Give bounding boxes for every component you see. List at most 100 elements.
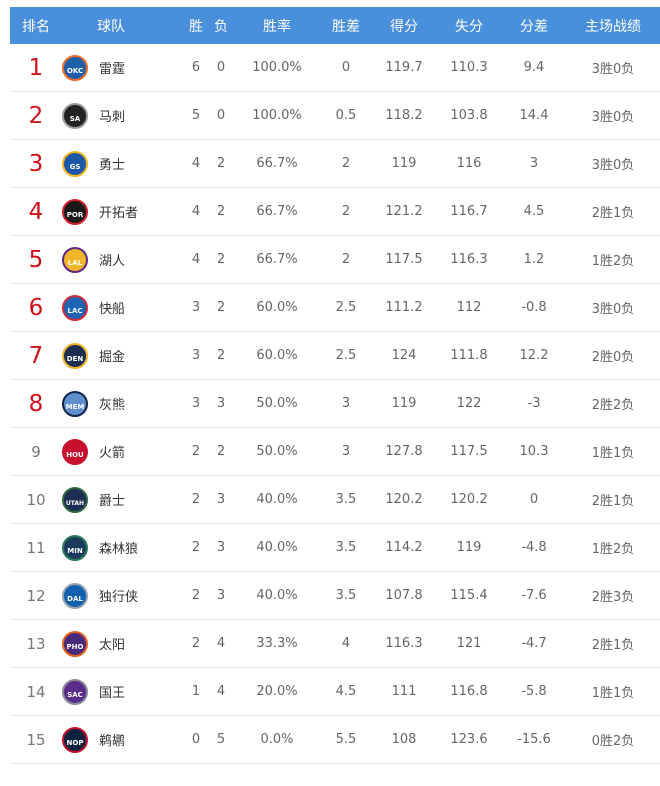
points-for-cell: 108	[391, 732, 417, 747]
team-name[interactable]: 开拓者	[99, 206, 139, 221]
wins-cell: 3	[191, 348, 201, 363]
wins-cell: 5	[191, 108, 201, 123]
team-logo-icon: DAL	[62, 582, 88, 609]
home-record-cell: 1胜2负	[591, 254, 635, 269]
table-row[interactable]: 10 2 3 40.0% 3.5 120.2 120.2 0 2胜1负 UTAH 爵士	[10, 476, 660, 524]
table-row[interactable]: 5 4 2 66.7% 2 117.5 116.3 1.2 1胜2负 LAL 湖人	[10, 236, 660, 284]
team-logo-icon: LAC	[62, 294, 88, 321]
points-against-cell: 112	[456, 300, 482, 315]
losses-cell: 0	[216, 108, 226, 123]
team-logo: UTAH	[62, 476, 88, 523]
table-row[interactable]: 9 2 2 50.0% 3 127.8 117.5 10.3 1胜1负 HOU 火箭	[10, 428, 660, 476]
points-for-cell: 127.8	[385, 444, 423, 459]
win-pct-cell: 100.0%	[252, 60, 302, 75]
home-record-cell: 3胜0负	[591, 158, 635, 173]
win-pct-cell: 33.3%	[256, 636, 298, 651]
home-record-cell: 3胜0负	[591, 302, 635, 317]
points-against-cell: 121	[456, 636, 482, 651]
diff-cell: 3	[529, 156, 539, 171]
table-row[interactable]: 14 1 4 20.0% 4.5 111 116.8 -5.8 1胜1负 SAC 国王	[10, 668, 660, 716]
home-record-cell: 3胜0负	[591, 62, 635, 77]
table-row[interactable]: 15 0 5 0.0% 5.5 108 123.6 -15.6 0胜2负 NOP 鹈鹕	[10, 716, 660, 764]
home-record-cell: 0胜2负	[591, 734, 635, 749]
team-logo: NOP	[62, 716, 88, 763]
points-for-cell: 116.3	[385, 636, 423, 651]
diff-cell: -7.6	[521, 588, 547, 603]
team-name[interactable]: 雷霆	[99, 62, 126, 77]
team-name[interactable]: 马刺	[99, 110, 126, 125]
games-behind-cell: 3	[341, 396, 351, 411]
win-pct-cell: 0.0%	[260, 732, 294, 747]
losses-cell: 4	[216, 684, 226, 699]
games-behind-cell: 2.5	[335, 300, 357, 315]
games-behind-cell: 4	[341, 636, 351, 651]
win-pct-cell: 60.0%	[256, 348, 298, 363]
team-name[interactable]: 火箭	[99, 446, 126, 461]
points-against-cell: 103.8	[450, 108, 488, 123]
losses-cell: 5	[216, 732, 226, 747]
team-name[interactable]: 森林狼	[99, 542, 139, 557]
table-row[interactable]: 11 2 3 40.0% 3.5 114.2 119 -4.8 1胜2负 MIN 森林狼	[10, 524, 660, 572]
team-name[interactable]: 灰熊	[99, 398, 126, 413]
team-name[interactable]: 国王	[99, 686, 126, 701]
diff-cell: -4.7	[521, 636, 547, 651]
games-behind-cell: 2	[341, 204, 351, 219]
rank-cell: 12	[26, 586, 46, 605]
table-row[interactable]: 13 2 4 33.3% 4 116.3 121 -4.7 2胜1负 PHO 太阳	[10, 620, 660, 668]
team-name[interactable]: 掘金	[99, 350, 126, 365]
games-behind-cell: 3	[341, 444, 351, 459]
diff-cell: -4.8	[521, 540, 547, 555]
team-name[interactable]: 鹈鹕	[99, 734, 126, 749]
team-name[interactable]: 湖人	[99, 254, 126, 269]
rank-cell: 7	[28, 342, 44, 369]
diff-cell: 10.3	[519, 444, 549, 459]
games-behind-cell: 3.5	[335, 492, 357, 507]
team-logo-icon: GS	[62, 150, 88, 177]
losses-cell: 4	[216, 636, 226, 651]
team-logo-icon: NOP	[62, 726, 88, 753]
team-name[interactable]: 快船	[99, 302, 126, 317]
table-row[interactable]: 8 3 3 50.0% 3 119 122 -3 2胜2负 MEM 灰熊	[10, 380, 660, 428]
table-header: 排名 球队 胜 负 胜率 胜差 得分 失分 分差 主场战绩	[10, 7, 660, 44]
home-record-cell: 2胜3负	[591, 590, 635, 605]
team-name[interactable]: 独行侠	[99, 590, 139, 605]
rank-cell: 9	[31, 442, 41, 461]
team-name[interactable]: 勇士	[99, 158, 126, 173]
home-record-cell: 2胜2负	[591, 398, 635, 413]
table-row[interactable]: 3 4 2 66.7% 2 119 116 3 3胜0负 GS 勇士	[10, 140, 660, 188]
team-logo-icon: MIN	[62, 534, 88, 561]
points-against-cell: 122	[456, 396, 482, 411]
wins-cell: 1	[191, 684, 201, 699]
team-name[interactable]: 太阳	[99, 638, 126, 653]
table-row[interactable]: 6 3 2 60.0% 2.5 111.2 112 -0.8 3胜0负 LAC 快船	[10, 284, 660, 332]
games-behind-cell: 0.5	[335, 108, 357, 123]
games-behind-cell: 3.5	[335, 540, 357, 555]
team-logo: LAC	[62, 284, 88, 331]
points-for-cell: 117.5	[385, 252, 423, 267]
table-row[interactable]: 7 3 2 60.0% 2.5 124 111.8 12.2 2胜0负 DEN 掘金	[10, 332, 660, 380]
points-for-cell: 107.8	[385, 588, 423, 603]
win-pct-cell: 40.0%	[256, 492, 298, 507]
rank-cell: 6	[28, 294, 44, 321]
table-row[interactable]: 4 4 2 66.7% 2 121.2 116.7 4.5 2胜1负 POR 开拓者	[10, 188, 660, 236]
rank-cell: 4	[28, 198, 44, 225]
table-row[interactable]: 2 5 0 100.0% 0.5 118.2 103.8 14.4 3胜0负 SA 马刺	[10, 92, 660, 140]
wins-cell: 4	[191, 156, 201, 171]
wins-cell: 6	[191, 60, 201, 75]
wins-cell: 3	[191, 396, 201, 411]
team-logo-icon: MEM	[62, 390, 88, 417]
wins-cell: 0	[191, 732, 201, 747]
team-logo-icon: OKC	[62, 54, 88, 81]
diff-cell: 1.2	[523, 252, 545, 267]
win-pct-cell: 50.0%	[256, 396, 298, 411]
win-pct-cell: 60.0%	[256, 300, 298, 315]
team-logo: MIN	[62, 524, 88, 571]
team-logo: POR	[62, 188, 88, 235]
losses-cell: 2	[216, 348, 226, 363]
table-row[interactable]: 12 2 3 40.0% 3.5 107.8 115.4 -7.6 2胜3负 DAL 独行侠	[10, 572, 660, 620]
games-behind-cell: 4.5	[335, 684, 357, 699]
table-row[interactable]: 1 6 0 100.0% 0 119.7 110.3 9.4 3胜0负 OKC 雷霆	[10, 44, 660, 92]
team-name[interactable]: 爵士	[99, 494, 126, 509]
points-against-cell: 120.2	[450, 492, 488, 507]
points-for-cell: 119.7	[385, 60, 423, 75]
